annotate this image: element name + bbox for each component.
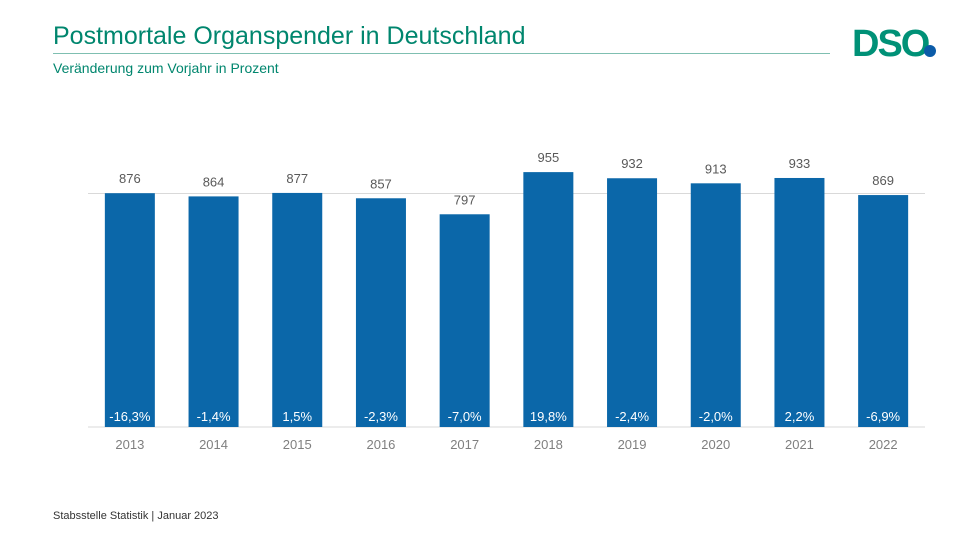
value-label-2014: 864	[203, 174, 225, 189]
bar-2015	[272, 192, 323, 427]
x-tick-label-2015: 2015	[283, 437, 312, 452]
x-tick-label-2020: 2020	[701, 437, 730, 452]
change-label-2017: -7,0%	[448, 409, 482, 424]
value-label-2021: 933	[789, 156, 811, 171]
change-label-2013: -16,3%	[109, 409, 151, 424]
title-divider	[53, 53, 830, 54]
change-label-2014: -1,4%	[197, 409, 231, 424]
value-label-2019: 932	[621, 156, 643, 171]
x-tick-label-2014: 2014	[199, 437, 228, 452]
x-tick-label-2021: 2021	[785, 437, 814, 452]
change-label-2021: 2,2%	[785, 409, 815, 424]
value-label-2013: 876	[119, 171, 141, 186]
change-label-2016: -2,3%	[364, 409, 398, 424]
bar-2017	[439, 214, 490, 427]
bar-2022	[858, 195, 909, 427]
change-label-2018: 19,8%	[530, 409, 567, 424]
bar-2019	[607, 178, 658, 427]
dso-logo-icon: DSO	[852, 23, 936, 60]
change-label-2022: -6,9%	[866, 409, 900, 424]
change-label-2020: -2,0%	[699, 409, 733, 424]
x-tick-label-2019: 2019	[618, 437, 647, 452]
bar-2014	[188, 196, 239, 427]
dso-logo-text: DSO	[852, 23, 929, 60]
chart-title: Postmortale Organspender in Deutschland	[53, 22, 526, 50]
bar-2018	[523, 172, 574, 427]
bar-2021	[774, 177, 825, 427]
bar-2013	[104, 193, 155, 427]
x-tick-label-2016: 2016	[366, 437, 395, 452]
chart-subtitle: Veränderung zum Vorjahr in Prozent	[53, 60, 279, 76]
footer-source: Stabsstelle Statistik | Januar 2023	[53, 510, 219, 522]
value-label-2016: 857	[370, 176, 392, 191]
value-label-2020: 913	[705, 161, 727, 176]
value-label-2017: 797	[454, 192, 476, 207]
bar-2020	[690, 183, 741, 427]
x-tick-label-2017: 2017	[450, 437, 479, 452]
value-label-2018: 955	[537, 150, 559, 165]
dso-logo-dot	[924, 45, 936, 57]
x-tick-label-2022: 2022	[869, 437, 898, 452]
x-tick-label-2018: 2018	[534, 437, 563, 452]
bar-2016	[355, 198, 406, 427]
change-label-2015: 1,5%	[282, 409, 312, 424]
x-tick-label-2013: 2013	[115, 437, 144, 452]
value-label-2015: 877	[286, 171, 308, 186]
change-label-2019: -2,4%	[615, 409, 649, 424]
value-label-2022: 869	[872, 173, 894, 188]
